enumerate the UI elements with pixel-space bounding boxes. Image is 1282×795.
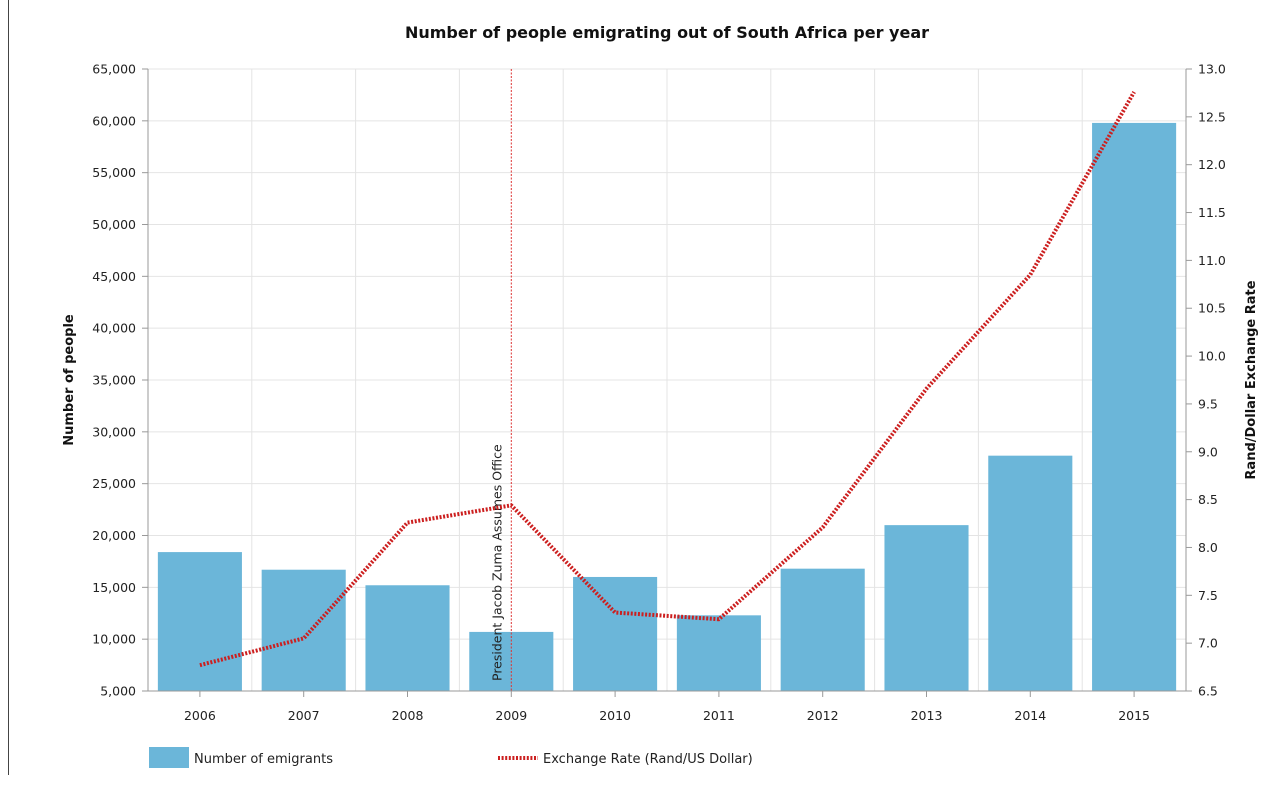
x-tick-label: 2012 bbox=[807, 708, 839, 723]
x-tick-label: 2011 bbox=[703, 708, 735, 723]
x-tick-label: 2008 bbox=[392, 708, 424, 723]
x-tick-label: 2013 bbox=[911, 708, 943, 723]
y-tick-label: 40,000 bbox=[92, 321, 136, 336]
y2-tick-label: 7.0 bbox=[1198, 636, 1218, 651]
x-tick-label: 2014 bbox=[1014, 708, 1046, 723]
y-axis-label: Number of people bbox=[62, 314, 77, 446]
y-tick-label: 50,000 bbox=[92, 217, 136, 232]
y-tick-label: 45,000 bbox=[92, 269, 136, 284]
y-tick-label: 25,000 bbox=[92, 476, 136, 491]
bar-2007 bbox=[261, 569, 346, 691]
y2-tick-label: 9.5 bbox=[1198, 396, 1218, 411]
y2-tick-label: 13.0 bbox=[1198, 62, 1226, 77]
bar-2011 bbox=[676, 615, 761, 691]
bar-2015 bbox=[1092, 122, 1177, 691]
y-tick-label: 55,000 bbox=[92, 165, 136, 180]
y2-tick-label: 8.0 bbox=[1198, 540, 1218, 555]
y-tick-label: 10,000 bbox=[92, 632, 136, 647]
y2-tick-label: 7.5 bbox=[1198, 588, 1218, 603]
bar-2008 bbox=[365, 585, 450, 691]
legend-swatch-emigrants bbox=[149, 747, 189, 768]
y2-tick-label: 10.5 bbox=[1198, 301, 1226, 316]
y2-tick-label: 11.0 bbox=[1198, 253, 1226, 268]
y-tick-label: 5,000 bbox=[100, 684, 136, 699]
legend-label-emigrants: Number of emigrants bbox=[194, 752, 333, 767]
annotation-label: President Jacob Zuma Assumes Office bbox=[489, 444, 504, 681]
legend: Number of emigrants Exchange Rate (Rand/… bbox=[149, 747, 753, 768]
chart-title: Number of people emigrating out of South… bbox=[405, 23, 929, 42]
x-tick-label: 2009 bbox=[495, 708, 527, 723]
legend-label-exchange-rate: Exchange Rate (Rand/US Dollar) bbox=[543, 752, 753, 767]
bar-2006 bbox=[157, 552, 242, 691]
y-tick-label: 60,000 bbox=[92, 113, 136, 128]
bar-2010 bbox=[573, 576, 658, 691]
y2-tick-label: 11.5 bbox=[1198, 205, 1226, 220]
exchange-rate-line bbox=[199, 90, 1136, 668]
y2-tick-label: 9.0 bbox=[1198, 444, 1218, 459]
y-tick-label: 30,000 bbox=[92, 424, 136, 439]
y2-tick-label: 12.5 bbox=[1198, 109, 1226, 124]
line-series bbox=[199, 90, 1136, 668]
bar-series bbox=[157, 122, 1177, 691]
y-tick-label: 15,000 bbox=[92, 580, 136, 595]
y2-tick-label: 8.5 bbox=[1198, 492, 1218, 507]
y2-tick-label: 6.5 bbox=[1198, 684, 1218, 699]
bar-2014 bbox=[988, 455, 1073, 691]
y-tick-label: 35,000 bbox=[92, 373, 136, 388]
x-tick-label: 2007 bbox=[288, 708, 320, 723]
y-tick-label: 65,000 bbox=[92, 62, 136, 77]
y2-axis-label: Rand/Dollar Exchange Rate bbox=[1244, 280, 1259, 479]
x-tick-label: 2010 bbox=[599, 708, 631, 723]
annotation: President Jacob Zuma Assumes Office bbox=[489, 69, 512, 691]
page-left-border bbox=[8, 0, 9, 775]
x-tick-label: 2015 bbox=[1118, 708, 1150, 723]
x-tick-label: 2006 bbox=[184, 708, 216, 723]
bar-2012 bbox=[780, 568, 865, 691]
axes: 5,000 10,000 15,000 20,000 25,000 30,000 35,00… bbox=[92, 62, 1226, 724]
y2-tick-label: 12.0 bbox=[1198, 157, 1226, 172]
bar-2013 bbox=[884, 525, 969, 691]
y-tick-label: 20,000 bbox=[92, 528, 136, 543]
y2-tick-label: 10.0 bbox=[1198, 349, 1226, 364]
